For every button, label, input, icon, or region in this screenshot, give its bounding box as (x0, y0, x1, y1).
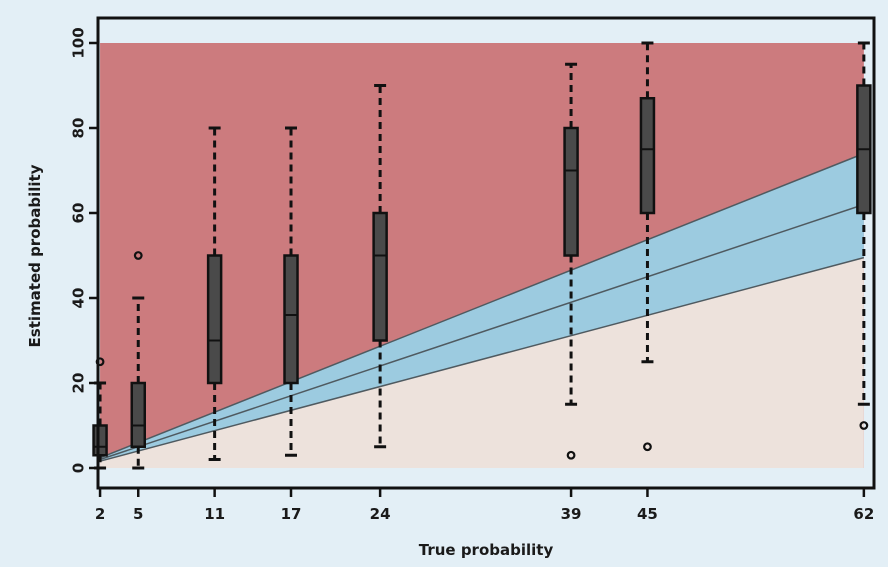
box-iqr (563, 126, 579, 257)
underestimation-region (100, 257, 864, 468)
x-axis-title: True probability (419, 541, 554, 559)
y-tick-label-80: 80 (69, 118, 87, 139)
box-45 (639, 41, 656, 452)
x-tick-label-62: 62 (853, 505, 874, 523)
box-iqr (92, 424, 108, 457)
box-17 (283, 126, 299, 457)
x-tick-label-11: 11 (204, 505, 225, 523)
x-tick-label-17: 17 (281, 505, 302, 523)
box-62 (856, 41, 872, 430)
y-tick-label-60: 60 (69, 203, 87, 224)
band-lower-line (99, 256, 865, 462)
box-11 (206, 126, 223, 461)
box-iqr (206, 254, 223, 385)
y-tick-label-20: 20 (69, 373, 87, 394)
box-iqr (283, 254, 299, 385)
y-tick-label-0: 0 (69, 463, 87, 473)
box-24 (372, 84, 388, 449)
box-iqr (130, 381, 146, 448)
outlier-point (643, 442, 652, 452)
y-tick-label-100: 100 (69, 27, 87, 58)
plot-frame (96, 16, 876, 490)
x-tick-label-45: 45 (637, 505, 658, 523)
plot-area (92, 41, 872, 470)
box-iqr (372, 211, 388, 342)
box-39 (563, 62, 579, 460)
box-5 (130, 251, 146, 470)
outlier-point (566, 450, 576, 460)
x-tick-label-5: 5 (133, 505, 143, 523)
outlier-point (859, 421, 869, 430)
diagonal-line (99, 203, 865, 461)
y-tick-label-40: 40 (69, 288, 87, 309)
axes: 2 5 11 17 24 39 45 62 0 20 40 60 80 100 (69, 27, 874, 523)
band-upper-line (99, 152, 865, 459)
box-iqr (639, 97, 656, 215)
x-tick-label-2: 2 (95, 505, 105, 523)
x-tick-label-39: 39 (561, 505, 582, 523)
outlier-point (133, 251, 143, 260)
y-axis-title: Estimated probability (26, 164, 44, 347)
x-tick-label-24: 24 (370, 505, 391, 523)
